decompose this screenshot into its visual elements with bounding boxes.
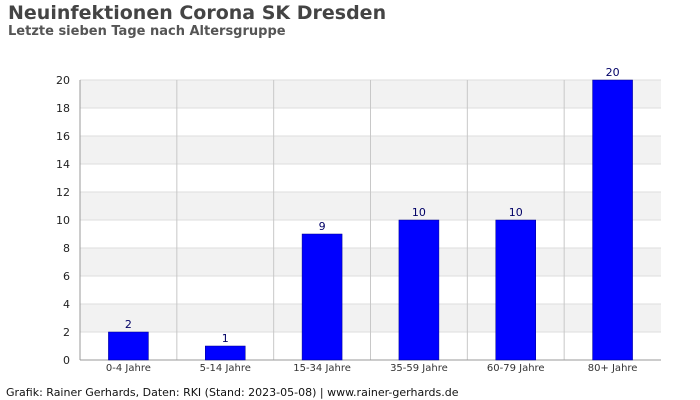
bar-value-label: 10 (412, 206, 426, 219)
source-footer: Grafik: Rainer Gerhards, Daten: RKI (Sta… (6, 386, 459, 399)
bar-value-label: 9 (319, 220, 326, 233)
bar (301, 233, 343, 361)
y-tick-label: 14 (56, 158, 70, 171)
chart-subtitle: Letzte sieben Tage nach Altersgruppe (8, 24, 286, 39)
x-tick-label: 15-34 Jahre (293, 363, 351, 374)
x-tick-label: 35-59 Jahre (390, 363, 448, 374)
bar-value-label: 10 (509, 206, 523, 219)
y-tick-label: 8 (63, 242, 70, 255)
y-tick-label: 20 (56, 74, 70, 87)
y-tick-label: 16 (56, 130, 70, 143)
bar (108, 331, 149, 361)
y-tick-label: 2 (63, 326, 70, 339)
x-tick-label: 5-14 Jahre (200, 363, 251, 374)
y-tick-label: 12 (56, 186, 70, 199)
x-tick-label: 80+ Jahre (588, 363, 638, 374)
chart-title: Neuinfektionen Corona SK Dresden (8, 2, 387, 24)
bar (205, 345, 246, 361)
y-tick-label: 4 (63, 298, 70, 311)
bar-value-label: 2 (125, 318, 132, 331)
bar-value-label: 1 (222, 332, 229, 345)
x-tick-label: 60-79 Jahre (487, 363, 545, 374)
y-tick-label: 6 (63, 270, 70, 283)
bar (592, 79, 633, 361)
y-tick-label: 0 (63, 354, 70, 367)
x-tick-label: 0-4 Jahre (106, 363, 151, 374)
bar (495, 219, 536, 361)
y-tick-label: 10 (56, 214, 70, 227)
bar (398, 219, 440, 361)
y-tick-label: 18 (56, 102, 70, 115)
bar-value-label: 20 (606, 66, 620, 79)
